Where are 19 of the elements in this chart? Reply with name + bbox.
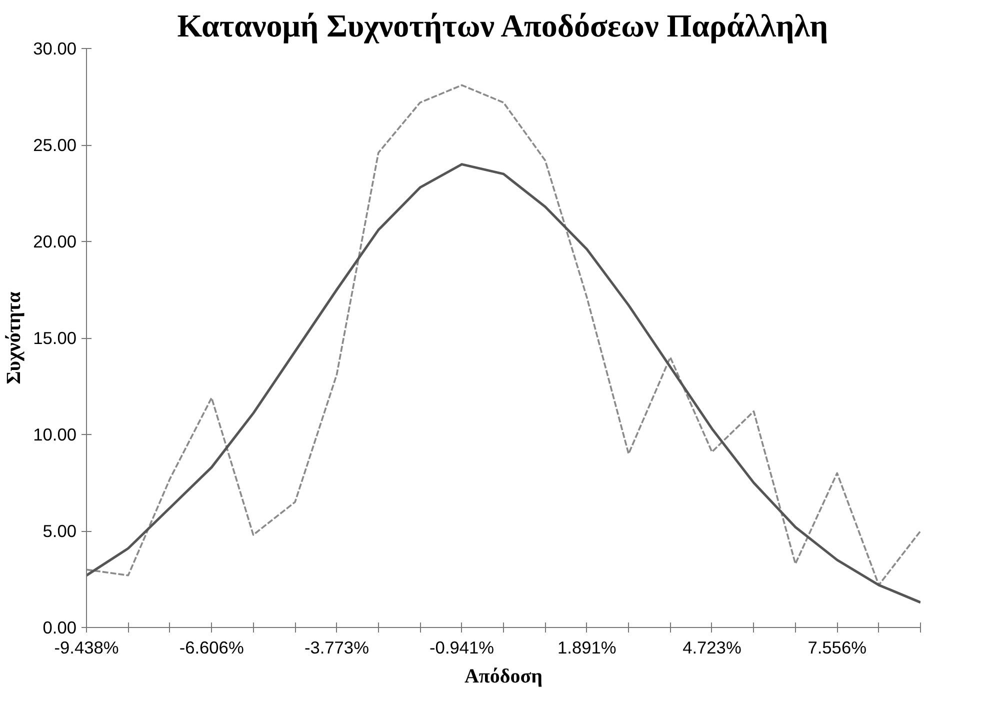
x-tick-label: -6.606%: [179, 638, 244, 658]
line-series: [86, 84, 920, 586]
x-tick-label: -9.438%: [54, 638, 119, 658]
y-tick-label: 30.00: [33, 38, 77, 58]
x-tick-label: -0.941%: [430, 638, 494, 658]
y-tick-label: 25.00: [33, 135, 77, 155]
y-tick-label: 10.00: [33, 424, 77, 444]
x-tick-label: 1.891%: [558, 638, 616, 658]
line-series: [86, 163, 920, 604]
y-tick-label: 0.00: [42, 618, 77, 638]
x-tick-label: 4.723%: [682, 638, 742, 658]
y-tick-label: 15.00: [33, 328, 77, 348]
x-axis-title: Απόδοση: [464, 666, 543, 688]
x-tick-label: -3.773%: [304, 638, 369, 658]
y-tick-label: 5.00: [42, 521, 77, 541]
y-tick-label: 20.00: [33, 232, 77, 252]
x-tick-label: 7.556%: [808, 638, 867, 658]
chart-title: Κατανομή Συχνοτήτων Αποδόσεων Παράλληλη: [177, 8, 828, 44]
y-axis-title: Συχνότητα: [3, 292, 26, 384]
